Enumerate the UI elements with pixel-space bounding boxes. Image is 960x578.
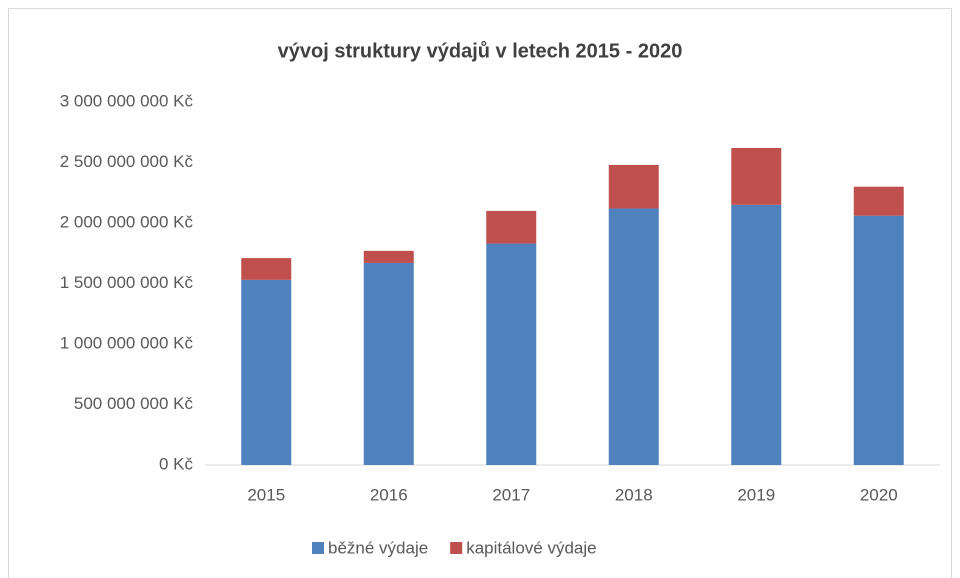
x-tick-label: 2019 — [737, 485, 775, 504]
y-tick-label: 2 500 000 000 Kč — [60, 152, 194, 171]
x-tick-label: 2015 — [247, 485, 285, 504]
bar-segment — [486, 210, 537, 244]
x-tick-label: 2018 — [615, 485, 653, 504]
bar-segment — [363, 262, 414, 465]
chart-title: vývoj struktury výdajů v letech 2015 - 2… — [278, 40, 683, 62]
legend-label: kapitálové výdaje — [466, 538, 596, 557]
y-tick-label: 0 Kč — [159, 454, 194, 473]
bar-segment — [853, 186, 904, 216]
y-tick-label: 1 500 000 000 Kč — [60, 273, 194, 292]
legend-swatch — [450, 542, 463, 554]
bar-segment — [486, 243, 537, 465]
bar-segment — [241, 279, 292, 465]
bar-segment — [608, 164, 659, 209]
bar-segment — [731, 147, 782, 205]
y-tick-label: 500 000 000 Kč — [74, 394, 194, 413]
bar-segment — [241, 258, 292, 280]
y-tick-label: 2 000 000 000 Kč — [60, 212, 194, 231]
x-tick-label: 2016 — [370, 485, 408, 504]
legend-swatch — [312, 542, 324, 554]
y-tick-label: 1 000 000 000 Kč — [60, 333, 194, 352]
x-tick-label: 2020 — [860, 485, 898, 504]
legend-label: běžné výdaje — [328, 538, 428, 557]
x-tick-label: 2017 — [492, 485, 530, 504]
bar-segment — [363, 250, 414, 263]
y-tick-label: 3 000 000 000 Kč — [60, 91, 194, 110]
bar-segment — [608, 208, 659, 466]
bar-segment — [731, 204, 782, 465]
chart-frame — [8, 8, 952, 578]
bar-segment — [853, 215, 904, 465]
